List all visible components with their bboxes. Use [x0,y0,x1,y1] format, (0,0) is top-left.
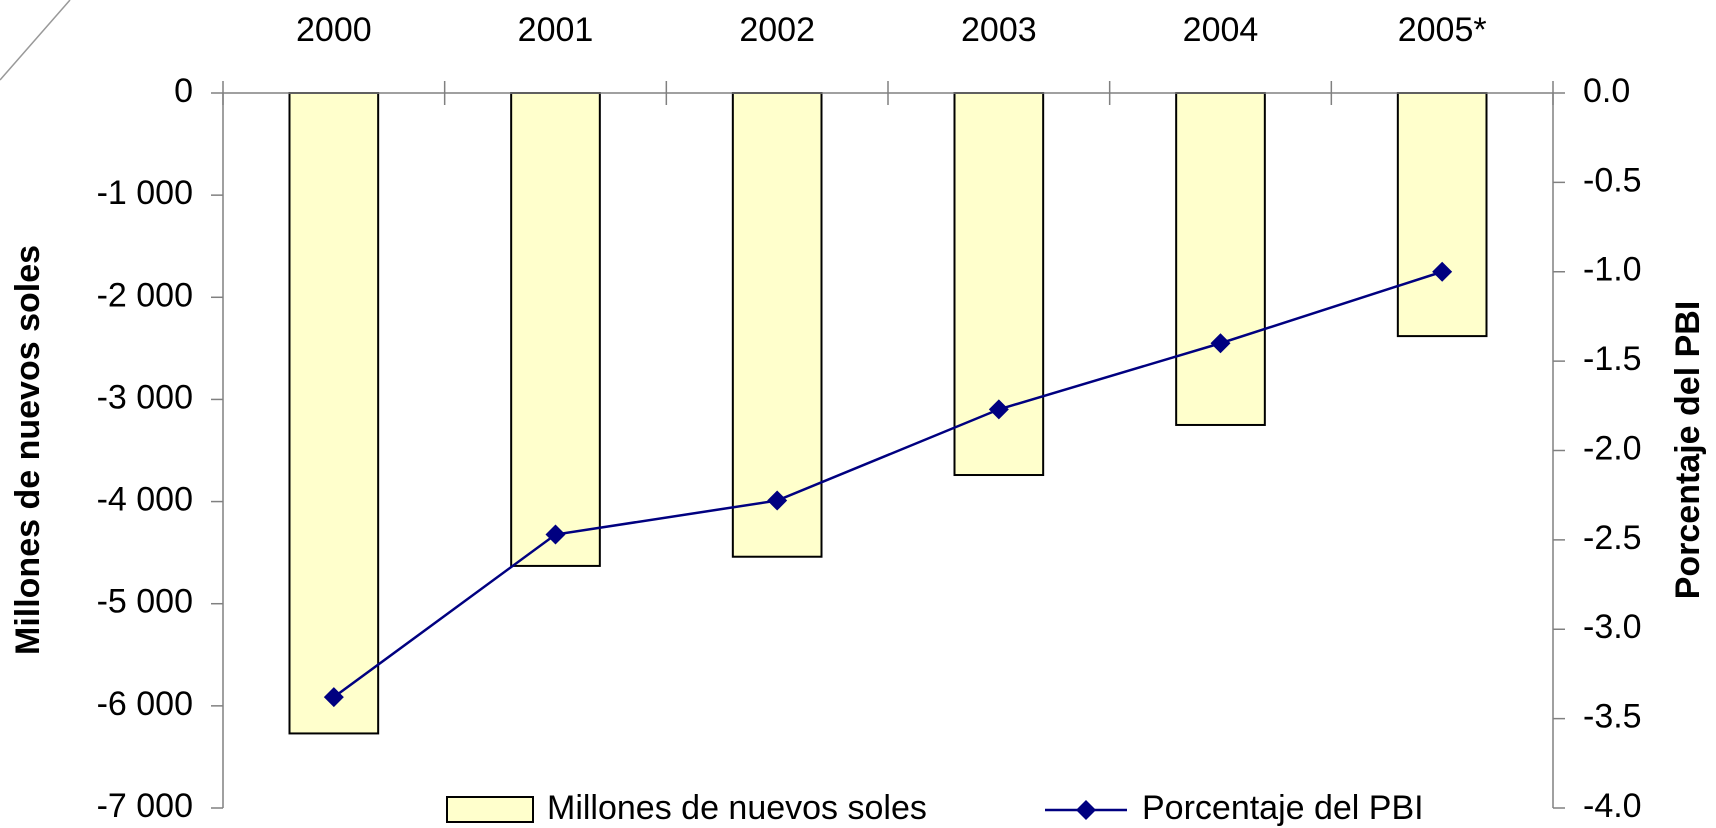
y2-axis-title: Porcentaje del PBI [1669,301,1707,600]
bar [1396,92,1488,338]
marker [1432,261,1453,282]
legend-marker [1076,800,1096,820]
x-tick-label: 2001 [518,11,594,49]
y-tick-label: -2 000 [97,276,193,314]
marker [1210,333,1231,354]
y-axis-title: Millones de nuevos soles [9,245,47,655]
bar [288,92,380,735]
y-tick-label: -4 000 [97,481,193,519]
y2-tick-label: -2.0 [1583,429,1642,467]
y2-tick-label: -0.5 [1583,161,1642,199]
y2-tick-label: -1.0 [1583,251,1642,289]
x-tick-label: 2003 [961,11,1037,49]
y-tick-label: -3 000 [97,378,193,416]
line [333,270,1443,699]
y-tick-label: -6 000 [97,685,193,723]
x-tick-label: 2004 [1183,11,1259,49]
y2-tick-label: -1.5 [1583,340,1642,378]
x-tick-label: 2005* [1398,11,1487,49]
bar [510,92,601,567]
x-tick-label: 2000 [296,11,372,49]
y2-tick-label: -3.0 [1583,608,1642,646]
y2-tick-label: -2.5 [1583,519,1642,557]
marker [545,524,566,545]
y2-tick-label: 0.0 [1583,72,1630,110]
x-tick-label: 2002 [739,11,815,49]
legend-swatch [446,796,534,823]
y-tick-label: -1 000 [97,174,193,212]
y2-tick-label: -3.5 [1583,698,1642,736]
y-tick-label: -7 000 [97,787,193,825]
marker [323,687,344,708]
y-tick-label: 0 [174,72,193,110]
decoration [0,0,71,81]
y2-tick-label: -4.0 [1583,787,1642,825]
marker [988,399,1009,420]
y-tick-label: -5 000 [97,583,193,621]
legend-label: Millones de nuevos soles [547,789,927,827]
marker [767,490,788,511]
legend-label: Porcentaje del PBI [1142,789,1424,827]
bar [1175,92,1266,426]
